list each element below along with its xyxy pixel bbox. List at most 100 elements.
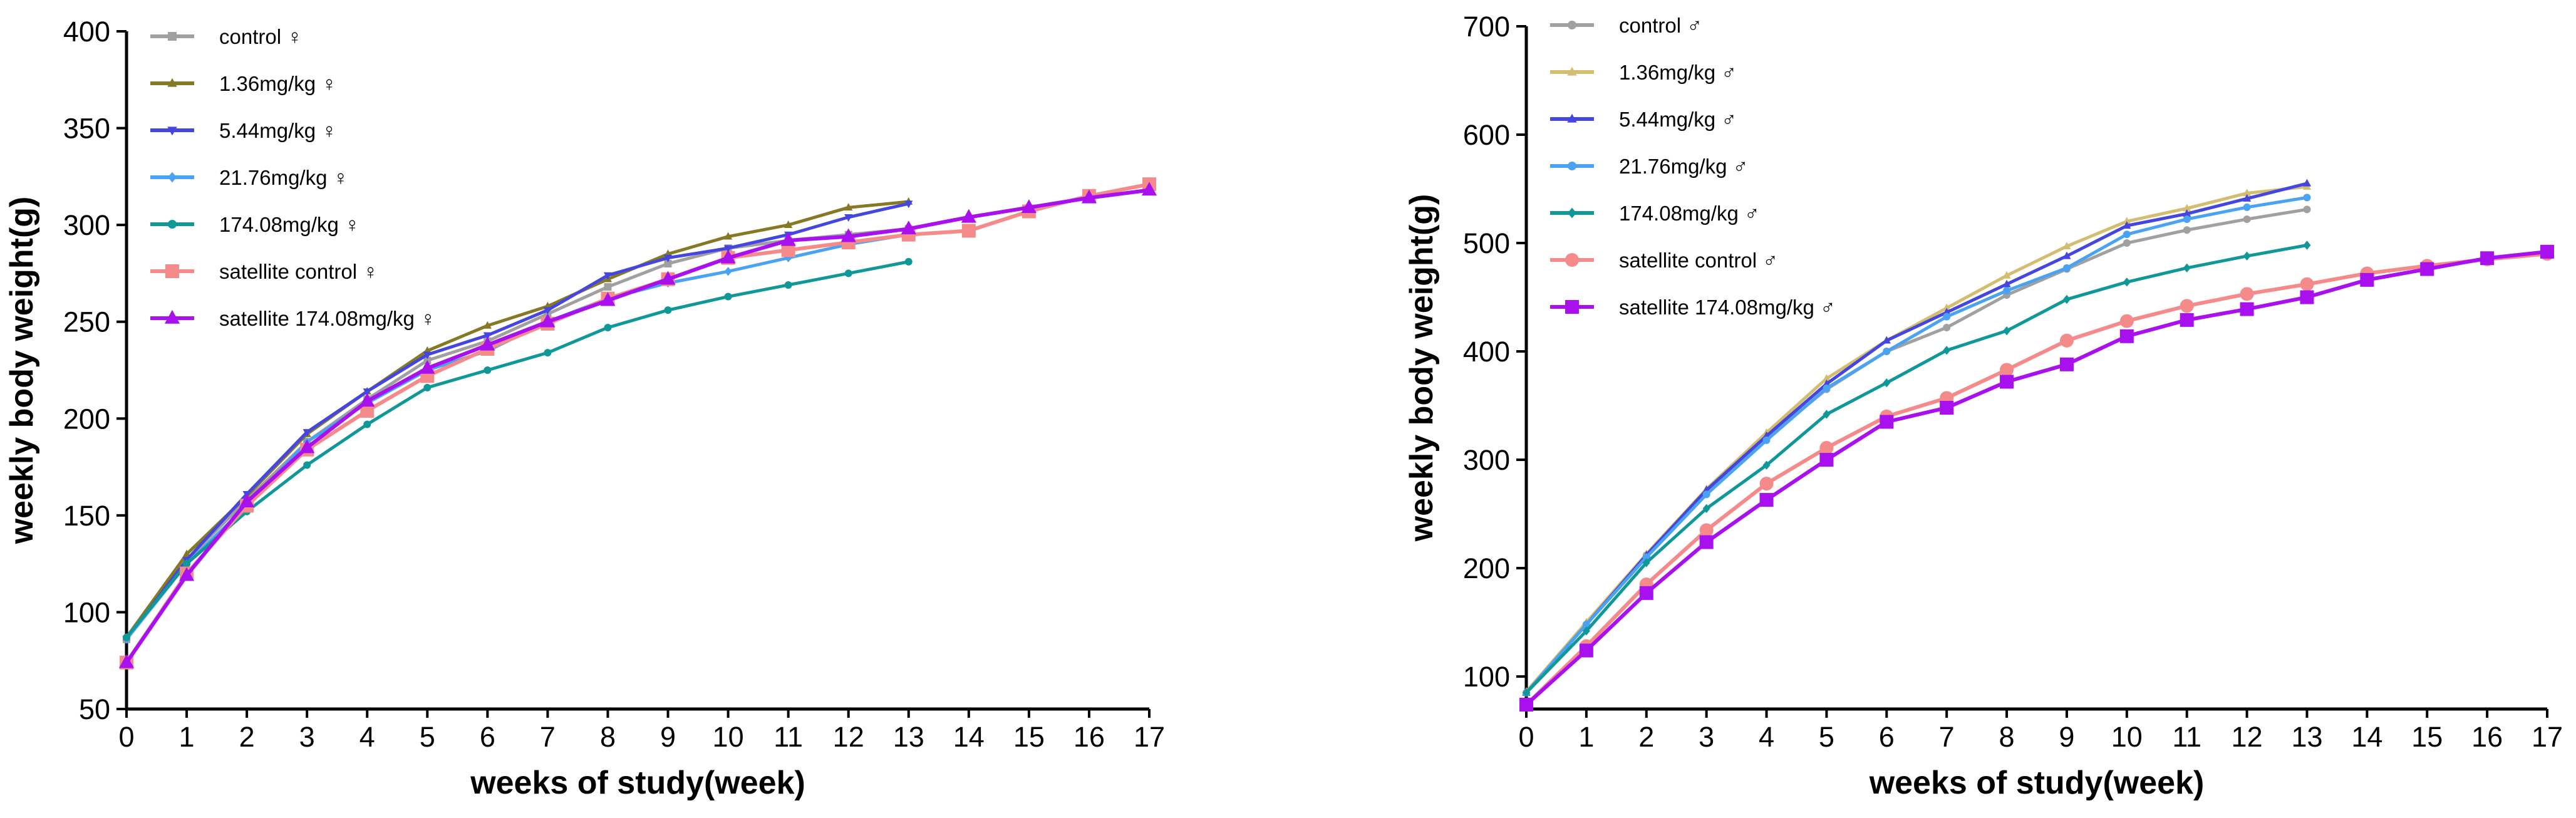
- data-point: [664, 306, 672, 314]
- data-point: [1883, 348, 1891, 356]
- data-point: [2360, 272, 2374, 287]
- data-point: [961, 209, 976, 223]
- legend-label: 174.08mg/kg ♂: [1619, 202, 1760, 225]
- legend-label: 1.36mg/kg ♂: [1619, 61, 1737, 84]
- series-line: [1525, 195, 2307, 694]
- data-point: [1942, 308, 1951, 316]
- series-5: [123, 257, 913, 641]
- data-point: [1021, 199, 1037, 214]
- data-point: [118, 654, 135, 668]
- series-line: [125, 233, 909, 641]
- legend-item: satellite 174.08mg/kg ♀: [150, 307, 436, 330]
- data-point: [2480, 251, 2495, 266]
- x-axis-title: weeks of study(week): [470, 765, 805, 801]
- series-1: [123, 225, 913, 643]
- data-point: [1141, 182, 1157, 196]
- y-tick-label: 50: [79, 693, 110, 725]
- data-point: [723, 245, 733, 253]
- x-tick-label: 11: [2172, 721, 2201, 753]
- data-point: [1940, 401, 1954, 415]
- y-axis-title: weekly body weight(g): [1404, 194, 1440, 542]
- data-point: [2300, 290, 2314, 304]
- series-7: [1519, 244, 2554, 712]
- data-point: [1762, 436, 1771, 444]
- data-point: [2062, 264, 2071, 272]
- x-tick-label: 7: [1939, 721, 1955, 753]
- legend-item: 1.36mg/kg ♀: [150, 72, 337, 95]
- legend-label: 21.76mg/kg ♂: [1619, 155, 1748, 178]
- data-point: [182, 549, 191, 557]
- legend-item: 5.44mg/kg ♂: [1550, 108, 1737, 131]
- data-point: [603, 272, 613, 280]
- legend-label: satellite 174.08mg/kg ♂: [1619, 296, 1836, 319]
- x-tick-label: 2: [239, 721, 255, 753]
- legend-item: control ♀: [150, 25, 303, 48]
- data-point: [724, 293, 732, 301]
- data-point: [1519, 698, 1533, 712]
- data-point: [1699, 523, 1714, 537]
- data-point: [2240, 302, 2254, 316]
- data-point: [1699, 535, 1714, 549]
- x-tick-label: 16: [1073, 721, 1105, 753]
- y-tick-label: 400: [63, 16, 110, 48]
- legend-item: satellite 174.08mg/kg ♂: [1550, 296, 1836, 319]
- legend-marker: [164, 309, 180, 324]
- data-point: [2119, 314, 2134, 328]
- x-tick-label: 8: [600, 721, 616, 753]
- data-point: [2303, 205, 2311, 214]
- series-line: [1525, 244, 2307, 694]
- x-tick-label: 9: [2059, 721, 2074, 753]
- data-point: [484, 366, 492, 374]
- data-point: [2243, 203, 2251, 211]
- legend-label: 21.76mg/kg ♀: [219, 166, 348, 189]
- legend-label: satellite 174.08mg/kg ♀: [219, 307, 436, 330]
- data-point: [303, 429, 311, 437]
- data-point: [1762, 460, 1771, 470]
- chart-2: 0 1 2 3 4 5 6 7 8 9 10 11 12 13 14 15 16 1710020030040050…: [1404, 11, 2563, 801]
- data-point: [2183, 204, 2191, 212]
- x-tick-label: 13: [2291, 721, 2322, 753]
- x-tick-label: 0: [1518, 721, 1534, 753]
- legend-item: 5.44mg/kg ♀: [150, 119, 337, 142]
- y-tick-label: 600: [1463, 119, 1510, 151]
- data-point: [1943, 323, 1951, 331]
- data-point: [1880, 415, 1894, 429]
- series-line: [125, 202, 909, 641]
- x-tick-label: 15: [1013, 721, 1045, 753]
- data-point: [1822, 379, 1831, 387]
- legend-marker: [168, 172, 177, 183]
- y-tick-label: 100: [1463, 661, 1510, 693]
- data-point: [1582, 626, 1590, 636]
- data-point: [724, 267, 732, 276]
- y-axis-title: weekly body weight(g): [4, 197, 40, 545]
- data-point: [2242, 194, 2252, 202]
- y-tick-label: 300: [63, 209, 110, 241]
- data-point: [1823, 384, 1831, 392]
- data-point: [483, 321, 492, 329]
- legend-marker: [165, 264, 179, 278]
- chart-1: 0 1 2 3 4 5 6 7 8 9 10 11 12 13 14 15 16 1750100150200250…: [4, 16, 1165, 801]
- y-tick-label: 100: [63, 596, 110, 628]
- data-point: [2062, 242, 2071, 250]
- data-point: [543, 307, 552, 315]
- legend-marker: [1568, 162, 1576, 170]
- legend-item: satellite control ♀: [150, 260, 378, 283]
- x-tick-label: 1: [1578, 721, 1594, 753]
- series-1: [1523, 205, 2311, 697]
- data-point: [841, 228, 856, 242]
- x-tick-label: 3: [299, 721, 315, 753]
- x-tick-label: 14: [2351, 721, 2382, 753]
- legend-marker: [168, 32, 177, 41]
- x-tick-label: 17: [2532, 721, 2563, 753]
- data-point: [2003, 287, 2011, 295]
- y-tick-label: 150: [63, 500, 110, 532]
- data-point: [1582, 621, 1590, 629]
- data-point: [2123, 230, 2131, 239]
- series-line: [125, 188, 1150, 664]
- y-tick-label: 350: [63, 113, 110, 145]
- data-point: [2540, 244, 2554, 259]
- legend-label: satellite control ♂: [1619, 249, 1778, 272]
- legend-item: 174.08mg/kg ♀: [150, 213, 360, 236]
- series-4: [123, 230, 913, 644]
